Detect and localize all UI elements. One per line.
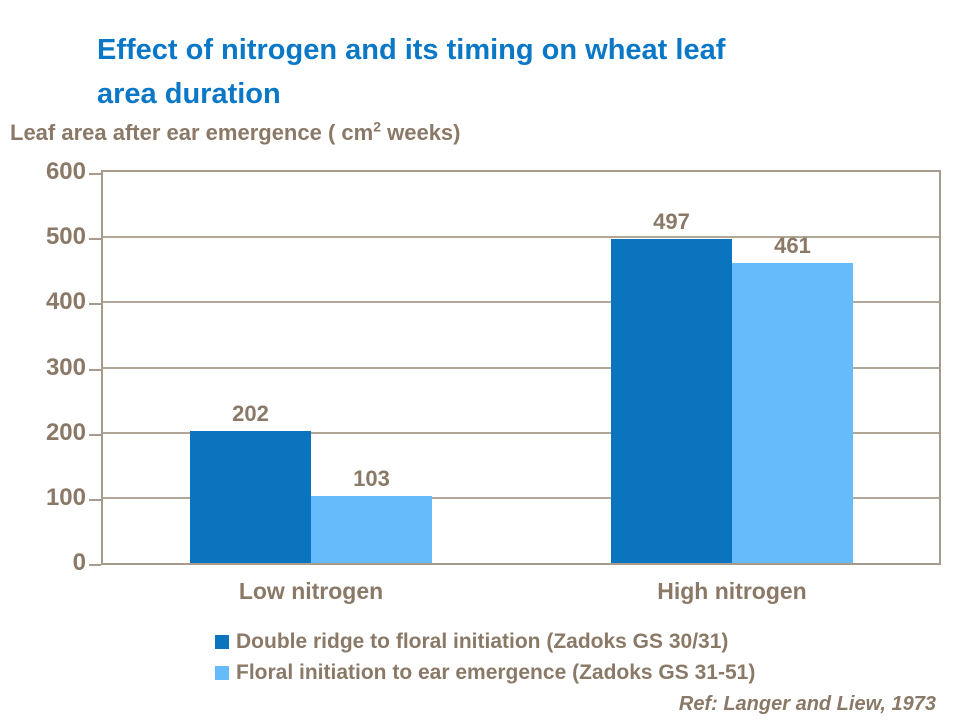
legend-item-1: Double ridge to floral initiation (Zadok…: [215, 630, 755, 654]
chart-title: Effect of nitrogen and its timing on whe…: [97, 34, 726, 110]
bar-series2-low-nitrogen: [311, 495, 432, 563]
y-axis-tick-labels: 0 100 200 300 400 500 600: [0, 159, 86, 576]
gridline-300: [103, 366, 939, 369]
bar-value-label: 497: [653, 209, 690, 235]
x-category-label-low-nitrogen: Low nitrogen: [238, 578, 384, 604]
chart-legend: Double ridge to floral initiation (Zadok…: [215, 630, 755, 692]
y-tick-label-400: 400: [45, 288, 86, 316]
gridline-500: [103, 236, 939, 239]
y-tick-300: [89, 368, 101, 371]
bar-value-label: 461: [774, 232, 811, 258]
y-tick-label-500: 500: [45, 223, 86, 251]
legend-item-2: Floral initiation to ear emergence (Zado…: [215, 661, 755, 685]
bar-value-label: 103: [353, 465, 390, 491]
bar-series1-low-nitrogen: [190, 431, 311, 563]
y-tick-600: [89, 173, 101, 175]
legend-swatch-icon: [215, 635, 229, 649]
gridline-200: [103, 431, 939, 434]
bar-series2-high-nitrogen: [732, 262, 853, 563]
y-tick-label-100: 100: [45, 483, 86, 511]
reference-citation: Ref: Langer and Liew, 1973: [678, 693, 936, 715]
y-tick-label-600: 600: [45, 158, 86, 185]
y-tick-200: [89, 433, 101, 436]
bar-value-label: 202: [232, 401, 269, 427]
x-category-label-high-nitrogen: High nitrogen: [657, 578, 807, 604]
legend-label: Double ridge to floral initiation (Zadok…: [236, 630, 729, 653]
y-tick-400: [89, 303, 101, 306]
plot-area: 202 103 497 461: [89, 170, 941, 566]
y-axis-caption: Leaf area after ear emergence ( cm2 week…: [10, 120, 710, 146]
y-axis-caption-text: Leaf area after ear emergence ( cm: [10, 120, 374, 145]
bar-series1-high-nitrogen: [611, 239, 732, 563]
y-axis-caption-superscript: 2: [373, 118, 381, 135]
y-tick-0: [89, 564, 101, 566]
y-tick-500: [89, 238, 101, 241]
x-axis-category-labels: Low nitrogen High nitrogen: [0, 578, 960, 608]
legend-label: Floral initiation to ear emergence (Zado…: [236, 661, 756, 684]
y-tick-100: [89, 498, 101, 501]
y-tick-label-0: 0: [72, 549, 86, 576]
gridline-400: [103, 301, 939, 304]
y-tick-label-200: 200: [45, 418, 86, 446]
gridline-100: [103, 496, 939, 499]
y-axis-caption-units: weeks): [381, 120, 461, 145]
y-tick-label-300: 300: [45, 353, 86, 381]
legend-swatch-icon: [215, 666, 229, 680]
